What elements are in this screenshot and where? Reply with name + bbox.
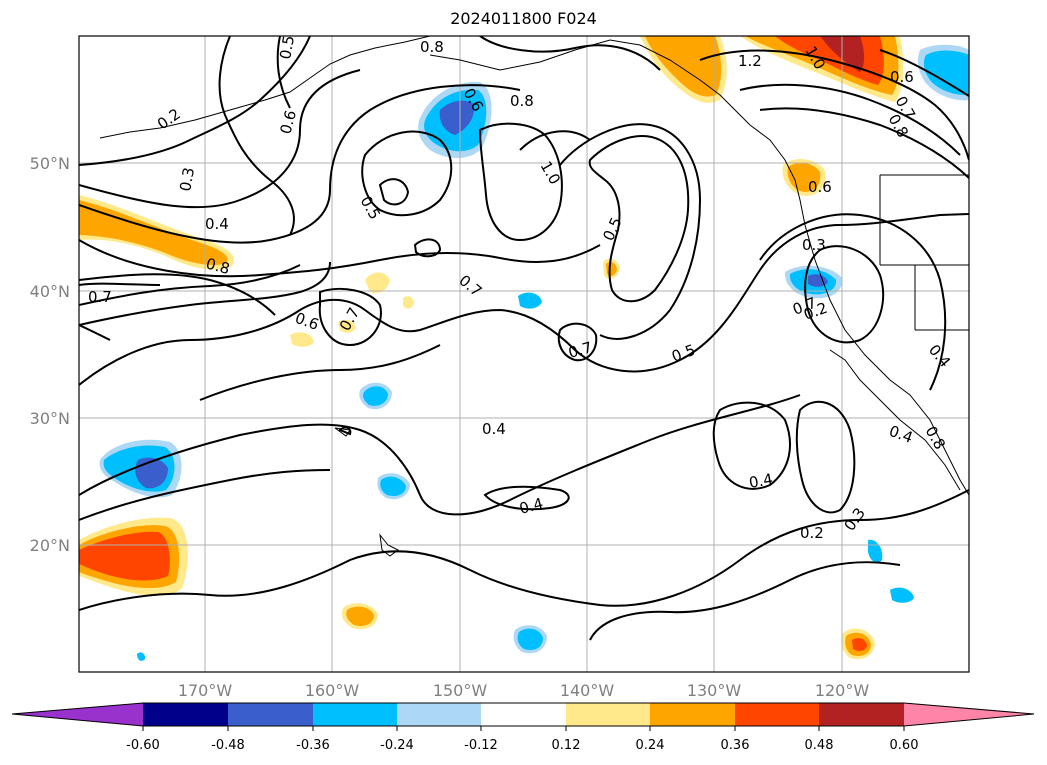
colorbar-tick: -0.12 [464, 738, 498, 753]
lon-label: 160°W [305, 681, 360, 700]
contour-label: 0.6 [808, 178, 832, 196]
colorbar-segment [904, 703, 1034, 726]
lon-label: 120°W [815, 681, 870, 700]
longitude-labels: 170°W 160°W 150°W 140°W 130°W 120°W [178, 681, 870, 700]
map-title: 2024011800 F024 [450, 9, 597, 28]
colorbar-tick: 0.36 [721, 738, 750, 753]
map-panel: 0.2 0.3 0.4 0.5 0.6 0.8 0.6 0.8 1.0 0.5 … [79, 34, 969, 672]
colorbar-segment [397, 703, 481, 726]
colorbar-segment [12, 703, 143, 726]
lat-label: 20°N [30, 536, 70, 555]
contour-label: 0.4 [748, 470, 775, 492]
lon-label: 150°W [433, 681, 488, 700]
lat-label: 40°N [30, 282, 70, 301]
contour-label: 0.6 [890, 68, 914, 86]
lon-label: 130°W [687, 681, 742, 700]
colorbar-segment [819, 703, 904, 726]
latitude-labels: 50°N 40°N 30°N 20°N [30, 154, 70, 555]
contour-label: 0.7 [566, 338, 594, 362]
colorbar-tick: 0.12 [552, 738, 581, 753]
contour-label: 0.4 [482, 420, 506, 438]
lon-label: 170°W [178, 681, 233, 700]
colorbar-segment [481, 703, 566, 726]
colorbar-tick: 0.24 [636, 738, 665, 753]
shaded-fields [79, 36, 969, 661]
colorbar-segment [735, 703, 819, 726]
lon-label: 140°W [560, 681, 615, 700]
contour-label: 0.7 [88, 288, 112, 306]
colorbar-segment [650, 703, 735, 726]
contour-label: 0.3 [802, 236, 826, 254]
contour-label: 0.8 [204, 254, 232, 278]
colorbar-tick: 0.60 [890, 738, 919, 753]
colorbar-tick: 0.48 [805, 738, 834, 753]
lat-label: 50°N [30, 154, 70, 173]
colorbar-segment [313, 703, 397, 726]
contour-label: 0.8 [510, 92, 534, 110]
colorbar-tick: -0.48 [211, 738, 245, 753]
contour-label: 0.4 [517, 494, 545, 518]
contour-label: 0.2 [800, 524, 824, 542]
contour-label: 0.3 [176, 166, 198, 193]
colorbar: -0.60 -0.48 -0.36 -0.24 -0.12 0.12 0.24 … [11, 702, 1035, 753]
contour-label: 1.2 [738, 52, 762, 70]
contour-label: 0.8 [420, 38, 444, 56]
colorbar-tick: -0.36 [296, 738, 330, 753]
contour-label: 0.6 [276, 108, 300, 136]
contour-label: 0.5 [276, 34, 298, 61]
colorbar-segment [228, 703, 313, 726]
map-border [78, 35, 970, 673]
colorbar-tick: -0.24 [380, 738, 414, 753]
lat-label: 30°N [30, 409, 70, 428]
contour-label: 0.4 [205, 215, 229, 233]
colorbar-segment [143, 703, 228, 726]
contour-lines [79, 36, 969, 641]
colorbar-segment [566, 703, 650, 726]
colorbar-tick: -0.60 [126, 738, 160, 753]
